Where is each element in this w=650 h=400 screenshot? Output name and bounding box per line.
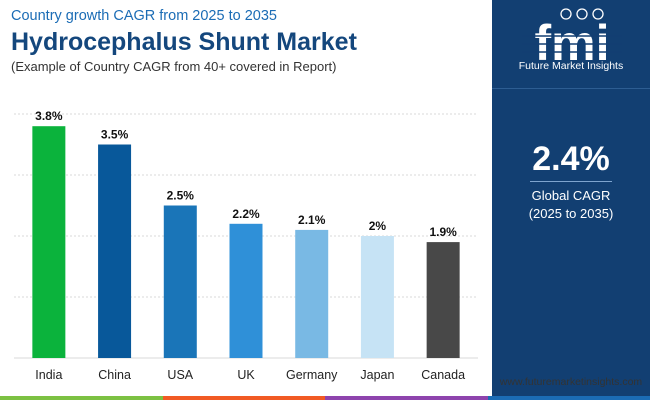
fmi-logo: fmi	[522, 8, 622, 70]
global-cagr-period: (2025 to 2035)	[528, 206, 614, 221]
category-label-canada: Canada	[421, 368, 465, 382]
category-label-germany: Germany	[286, 368, 338, 382]
bar-usa	[163, 205, 197, 358]
side-divider	[492, 88, 650, 89]
value-label-germany: 2.1%	[298, 213, 326, 227]
category-label-usa: USA	[167, 368, 193, 382]
band-segment-1	[0, 396, 163, 400]
bar-japan	[360, 236, 394, 358]
chart-value-labels: 3.8% 3.5% 2.5% 2.2% 2.1% 2% 1.9%	[35, 109, 457, 239]
value-label-japan: 2%	[369, 219, 387, 233]
band-segment-2	[162, 396, 325, 400]
category-label-india: India	[35, 368, 62, 382]
fmi-logo-text: fmi	[535, 15, 610, 70]
chart-header: Country growth CAGR from 2025 to 2035 Hy…	[11, 7, 481, 75]
category-label-japan: Japan	[360, 368, 394, 382]
bar-canada	[426, 242, 460, 358]
side-panel: fmi Future Market Insights 2.4% Global C…	[492, 0, 650, 400]
chart-bars	[32, 126, 460, 358]
value-label-canada: 1.9%	[429, 225, 457, 239]
chart-title: Hydrocephalus Shunt Market	[11, 28, 357, 56]
bar-india	[32, 126, 66, 358]
bottom-color-band	[0, 396, 650, 400]
logo-tagline: Future Market Insights	[518, 60, 624, 72]
value-label-uk: 2.2%	[232, 207, 260, 221]
global-cagr-value: 2.4%	[532, 140, 610, 178]
global-cagr-caption: Global CAGR (2025 to 2035)	[492, 187, 650, 223]
category-label-china: China	[98, 368, 131, 382]
chart-subtitle: (Example of Country CAGR from 40+ covere…	[11, 59, 337, 74]
band-segment-4	[487, 396, 650, 400]
bar-chart: 3.8% 3.5% 2.5% 2.2% 2.1% 2% 1.9% India China USA…	[14, 109, 478, 382]
chart-category-labels: India China USA UK Germany Japan Canada	[35, 368, 465, 382]
website-link[interactable]: www.futuremarketinsights.com	[499, 376, 643, 388]
bar-china	[98, 144, 132, 358]
band-segment-3	[325, 396, 488, 400]
value-label-usa: 2.5%	[167, 189, 195, 203]
chart-supertitle: Country growth CAGR from 2025 to 2035	[11, 8, 277, 24]
bar-uk	[229, 223, 263, 358]
value-label-china: 3.5%	[101, 128, 129, 142]
cagr-rule	[530, 181, 612, 182]
bar-germany	[295, 229, 329, 358]
category-label-uk: UK	[237, 368, 255, 382]
value-label-india: 3.8%	[35, 109, 63, 123]
global-cagr-label: Global CAGR	[531, 188, 611, 203]
